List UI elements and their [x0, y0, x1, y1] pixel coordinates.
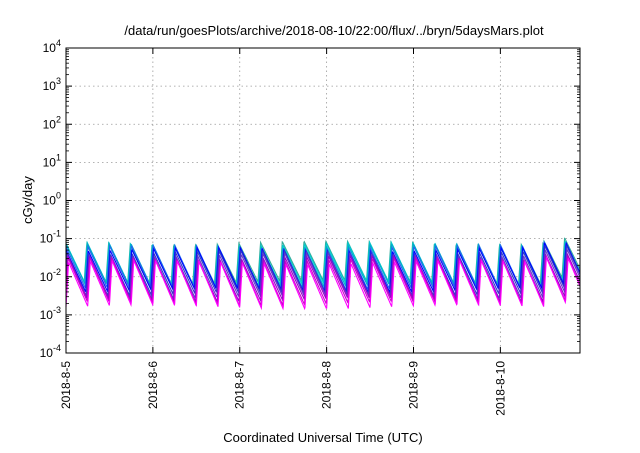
y-tick-label: 103: [43, 76, 61, 93]
x-tick-label: 2018-8-5: [59, 361, 73, 409]
x-tick-label: 2018-8-10: [493, 361, 507, 416]
x-tick-label: 2018-8-6: [146, 361, 160, 409]
y-tick-label: 10-4: [40, 343, 61, 360]
y-axis-label: cGy/day: [20, 176, 35, 224]
x-tick-label: 2018-8-8: [320, 361, 334, 409]
tick-layer: 10-4 10-3 10-2 10-1 100 101 102 103 104 2018-8-5 2…: [40, 38, 580, 416]
y-tick-label: 10-1: [40, 229, 61, 246]
y-tick-label: 100: [43, 191, 61, 208]
x-axis-label: Coordinated Universal Time (UTC): [223, 430, 422, 445]
y-tick-label: 10-2: [40, 267, 61, 284]
x-tick-label: 2018-8-7: [233, 361, 247, 409]
y-tick-label: 102: [43, 114, 61, 131]
y-tick-label: 101: [43, 152, 61, 169]
series-line-4: [65, 247, 581, 301]
y-tick-label: 104: [43, 38, 61, 55]
series-line-1: [65, 255, 581, 311]
y-tick-label: 10-3: [40, 305, 61, 322]
series-layer: [65, 237, 581, 311]
x-tick-label: 2018-8-9: [406, 361, 420, 409]
chart-title: /data/run/goesPlots/archive/2018-08-10/2…: [124, 23, 544, 38]
